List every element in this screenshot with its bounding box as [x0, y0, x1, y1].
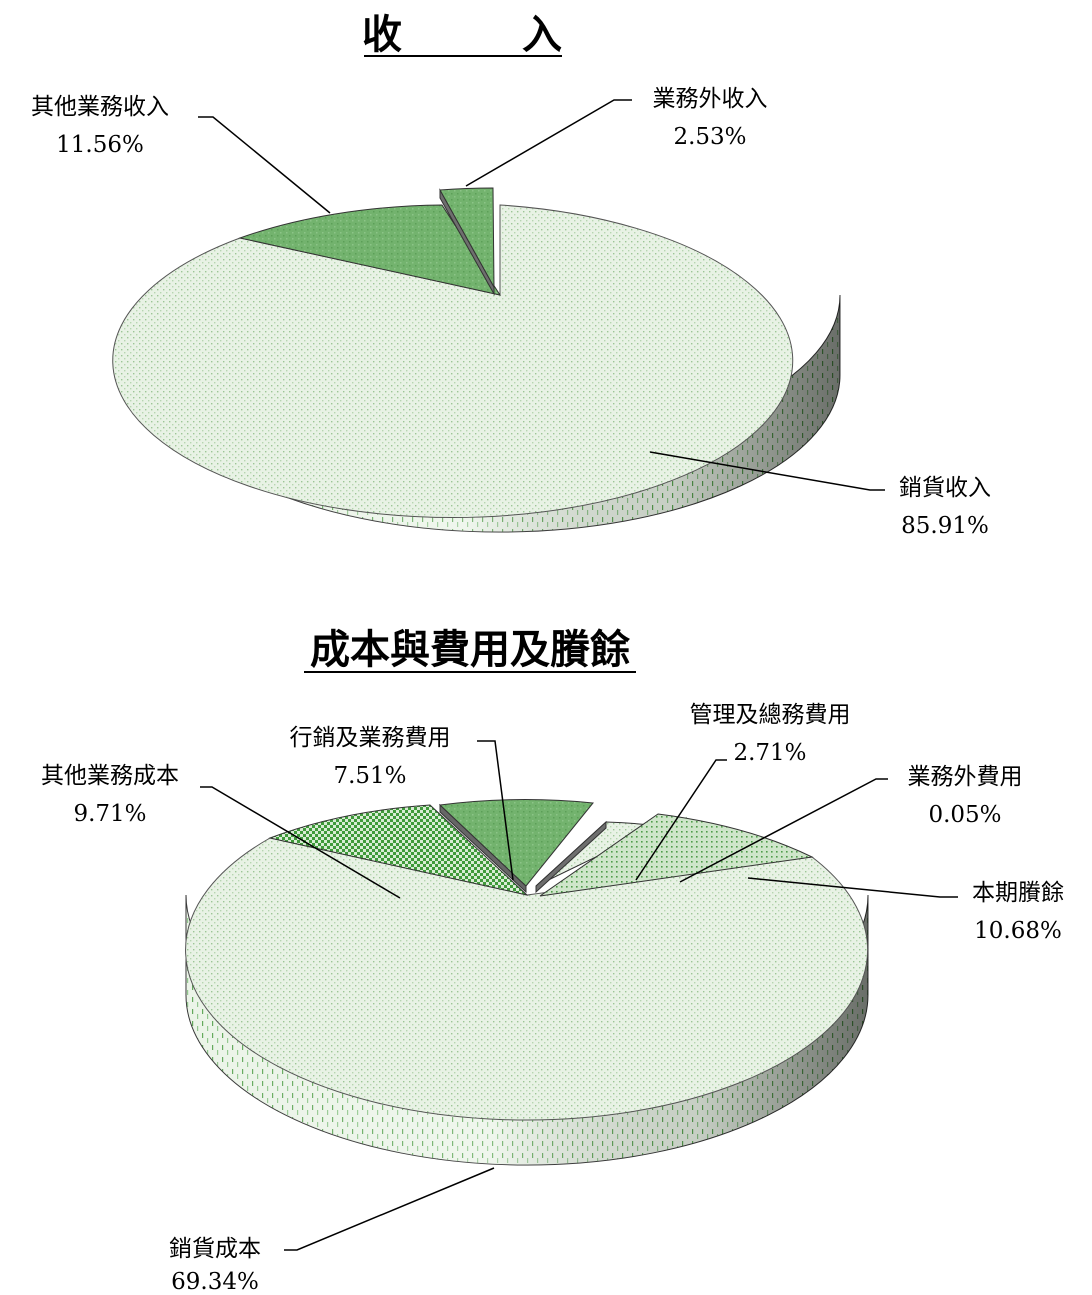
pie-slice	[439, 187, 495, 288]
pie-slice	[185, 837, 869, 1121]
leader-line	[198, 116, 331, 214]
slice-value: 85.91%	[901, 513, 989, 539]
leader-line	[635, 759, 727, 881]
pie-slice	[268, 804, 529, 896]
cost-chart: 成本與費用及賸餘 其他業務成本 9.71% 行銷及業務費用 7.51% 管理及總…	[41, 626, 1064, 1295]
slice-label: 管理及總務費用	[690, 702, 851, 728]
slice-value: 2.71%	[733, 740, 806, 766]
slice-label: 其他業務收入	[31, 94, 169, 120]
pie-slice	[238, 204, 502, 296]
slice-label: 行銷及業務費用	[290, 725, 451, 751]
slice-value: 2.53%	[673, 124, 746, 150]
slice-value: 9.71%	[73, 801, 146, 827]
pie-slice-edge	[535, 820, 607, 894]
slice-value: 0.05%	[928, 802, 1001, 828]
leader-line	[747, 877, 958, 898]
leader-line	[649, 451, 885, 491]
leader-line	[477, 740, 514, 881]
pie-slice	[539, 813, 814, 897]
slice-label: 其他業務成本	[41, 763, 179, 789]
chart-title: 成本與費用及賸餘	[310, 626, 631, 673]
leader-line	[465, 99, 632, 187]
slice-label: 業務外費用	[908, 764, 1023, 790]
income-chart: 收 入 其他業務收入 11.56% 業務外收入 2.53% 銷貨收入 85.91…	[31, 11, 991, 539]
slice-value: 10.68%	[974, 918, 1062, 944]
slice-label: 本期賸餘	[972, 880, 1064, 906]
slice-label: 銷貨成本	[169, 1236, 261, 1262]
slice-value: 69.34%	[171, 1269, 259, 1295]
pie-slice	[438, 799, 594, 887]
pie-slice	[112, 204, 794, 518]
leader-line	[200, 786, 401, 899]
leader-line	[284, 1167, 495, 1251]
leader-line	[679, 778, 888, 883]
chart-title: 收 入	[362, 11, 562, 58]
slice-label: 業務外收入	[653, 86, 768, 112]
slice-label: 銷貨收入	[899, 475, 991, 501]
slice-value: 11.56%	[56, 132, 144, 158]
slice-value: 7.51%	[333, 763, 406, 789]
